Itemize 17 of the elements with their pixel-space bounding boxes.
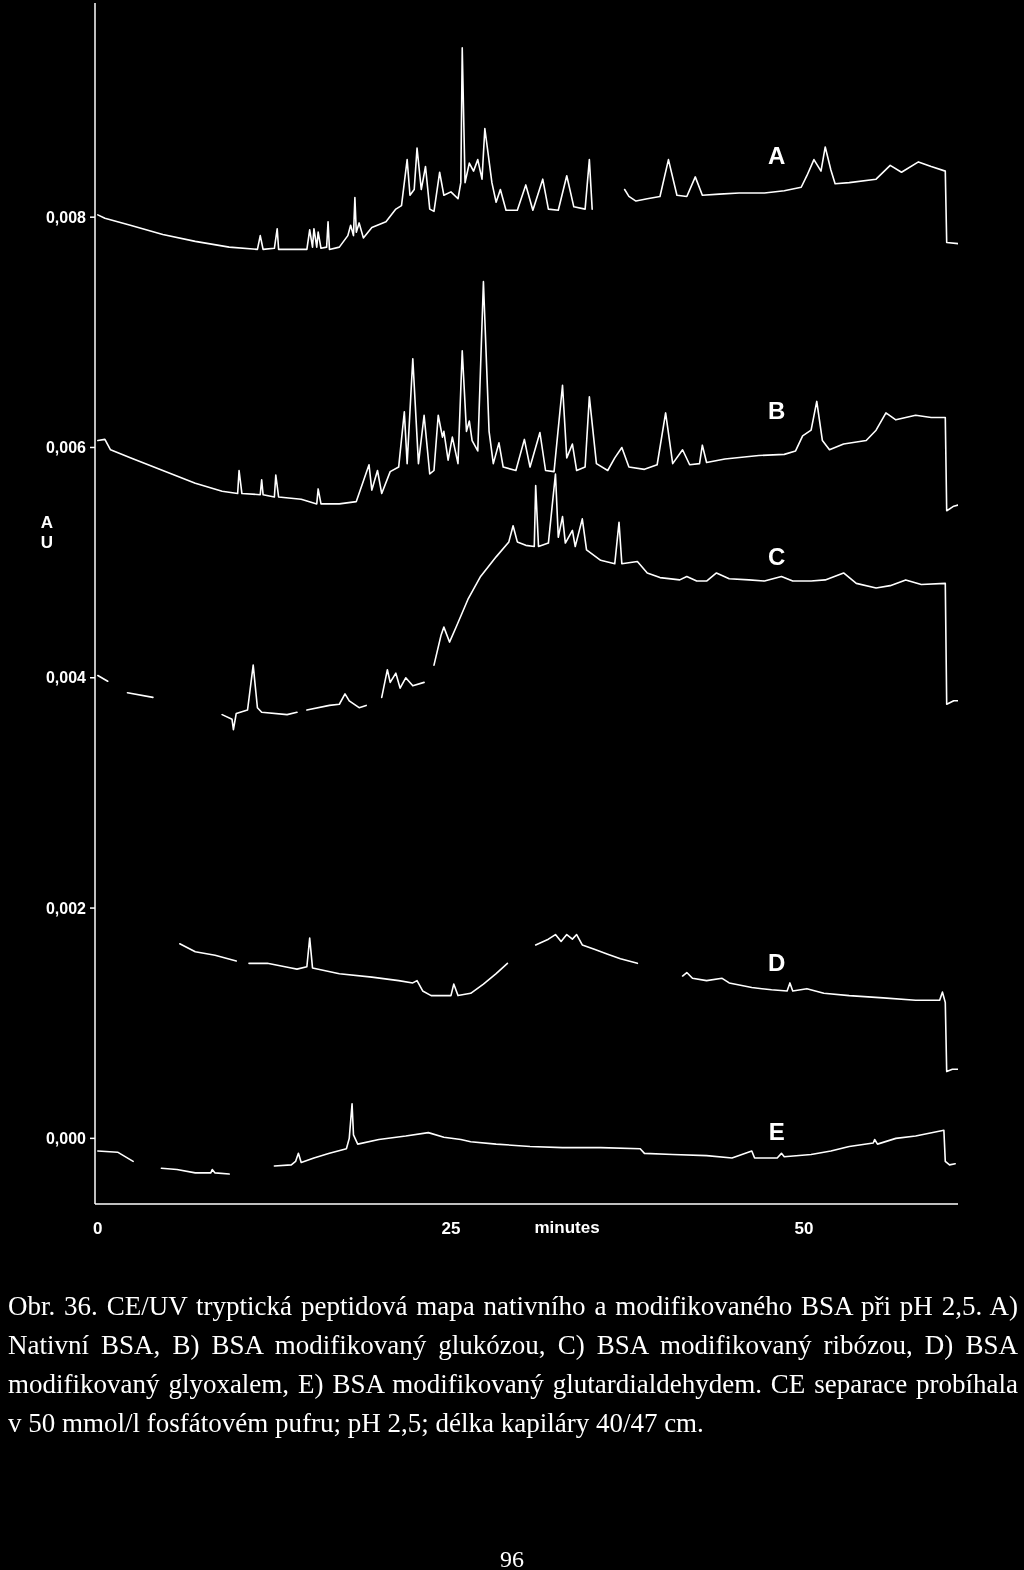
- y-axis-title: AU: [40, 512, 54, 552]
- x-tick-label: 25: [441, 1219, 461, 1239]
- series-label: C: [768, 542, 786, 570]
- text: Obr. 36. CE/UV tryptická peptidová mapa nativního a modifikovaného BSA při pH 2,5. A) Nativní BSA, B) BSA modifikovaný glukózou, C) BSA modifikovaný ribózou, D) BSA modifikovaný glyoxalem, E) BSA modifikovaný glutardialdehydem. CE separace probíhala v 50 mmol/l fosfátovém pufru; pH 2,5; délka kapiláry 40/47 cm.: [8, 1290, 1018, 1440]
- y-tick-label: 0,004: [45, 669, 87, 687]
- y-tick-label: 0,008: [45, 208, 87, 226]
- series-label: A: [768, 142, 786, 170]
- series-label: E: [768, 1117, 785, 1145]
- x-tick-label: 0: [93, 1219, 103, 1239]
- x-axis-title: minutes: [534, 1217, 600, 1237]
- text: 96: [499, 1546, 525, 1570]
- series-label: D: [768, 949, 786, 977]
- y-tick-label: 0,000: [45, 1130, 87, 1148]
- y-tick-label: 0,002: [45, 899, 87, 917]
- series-label: B: [768, 396, 786, 424]
- x-tick-label: 50: [794, 1219, 814, 1239]
- y-tick-label: 0,006: [45, 439, 87, 457]
